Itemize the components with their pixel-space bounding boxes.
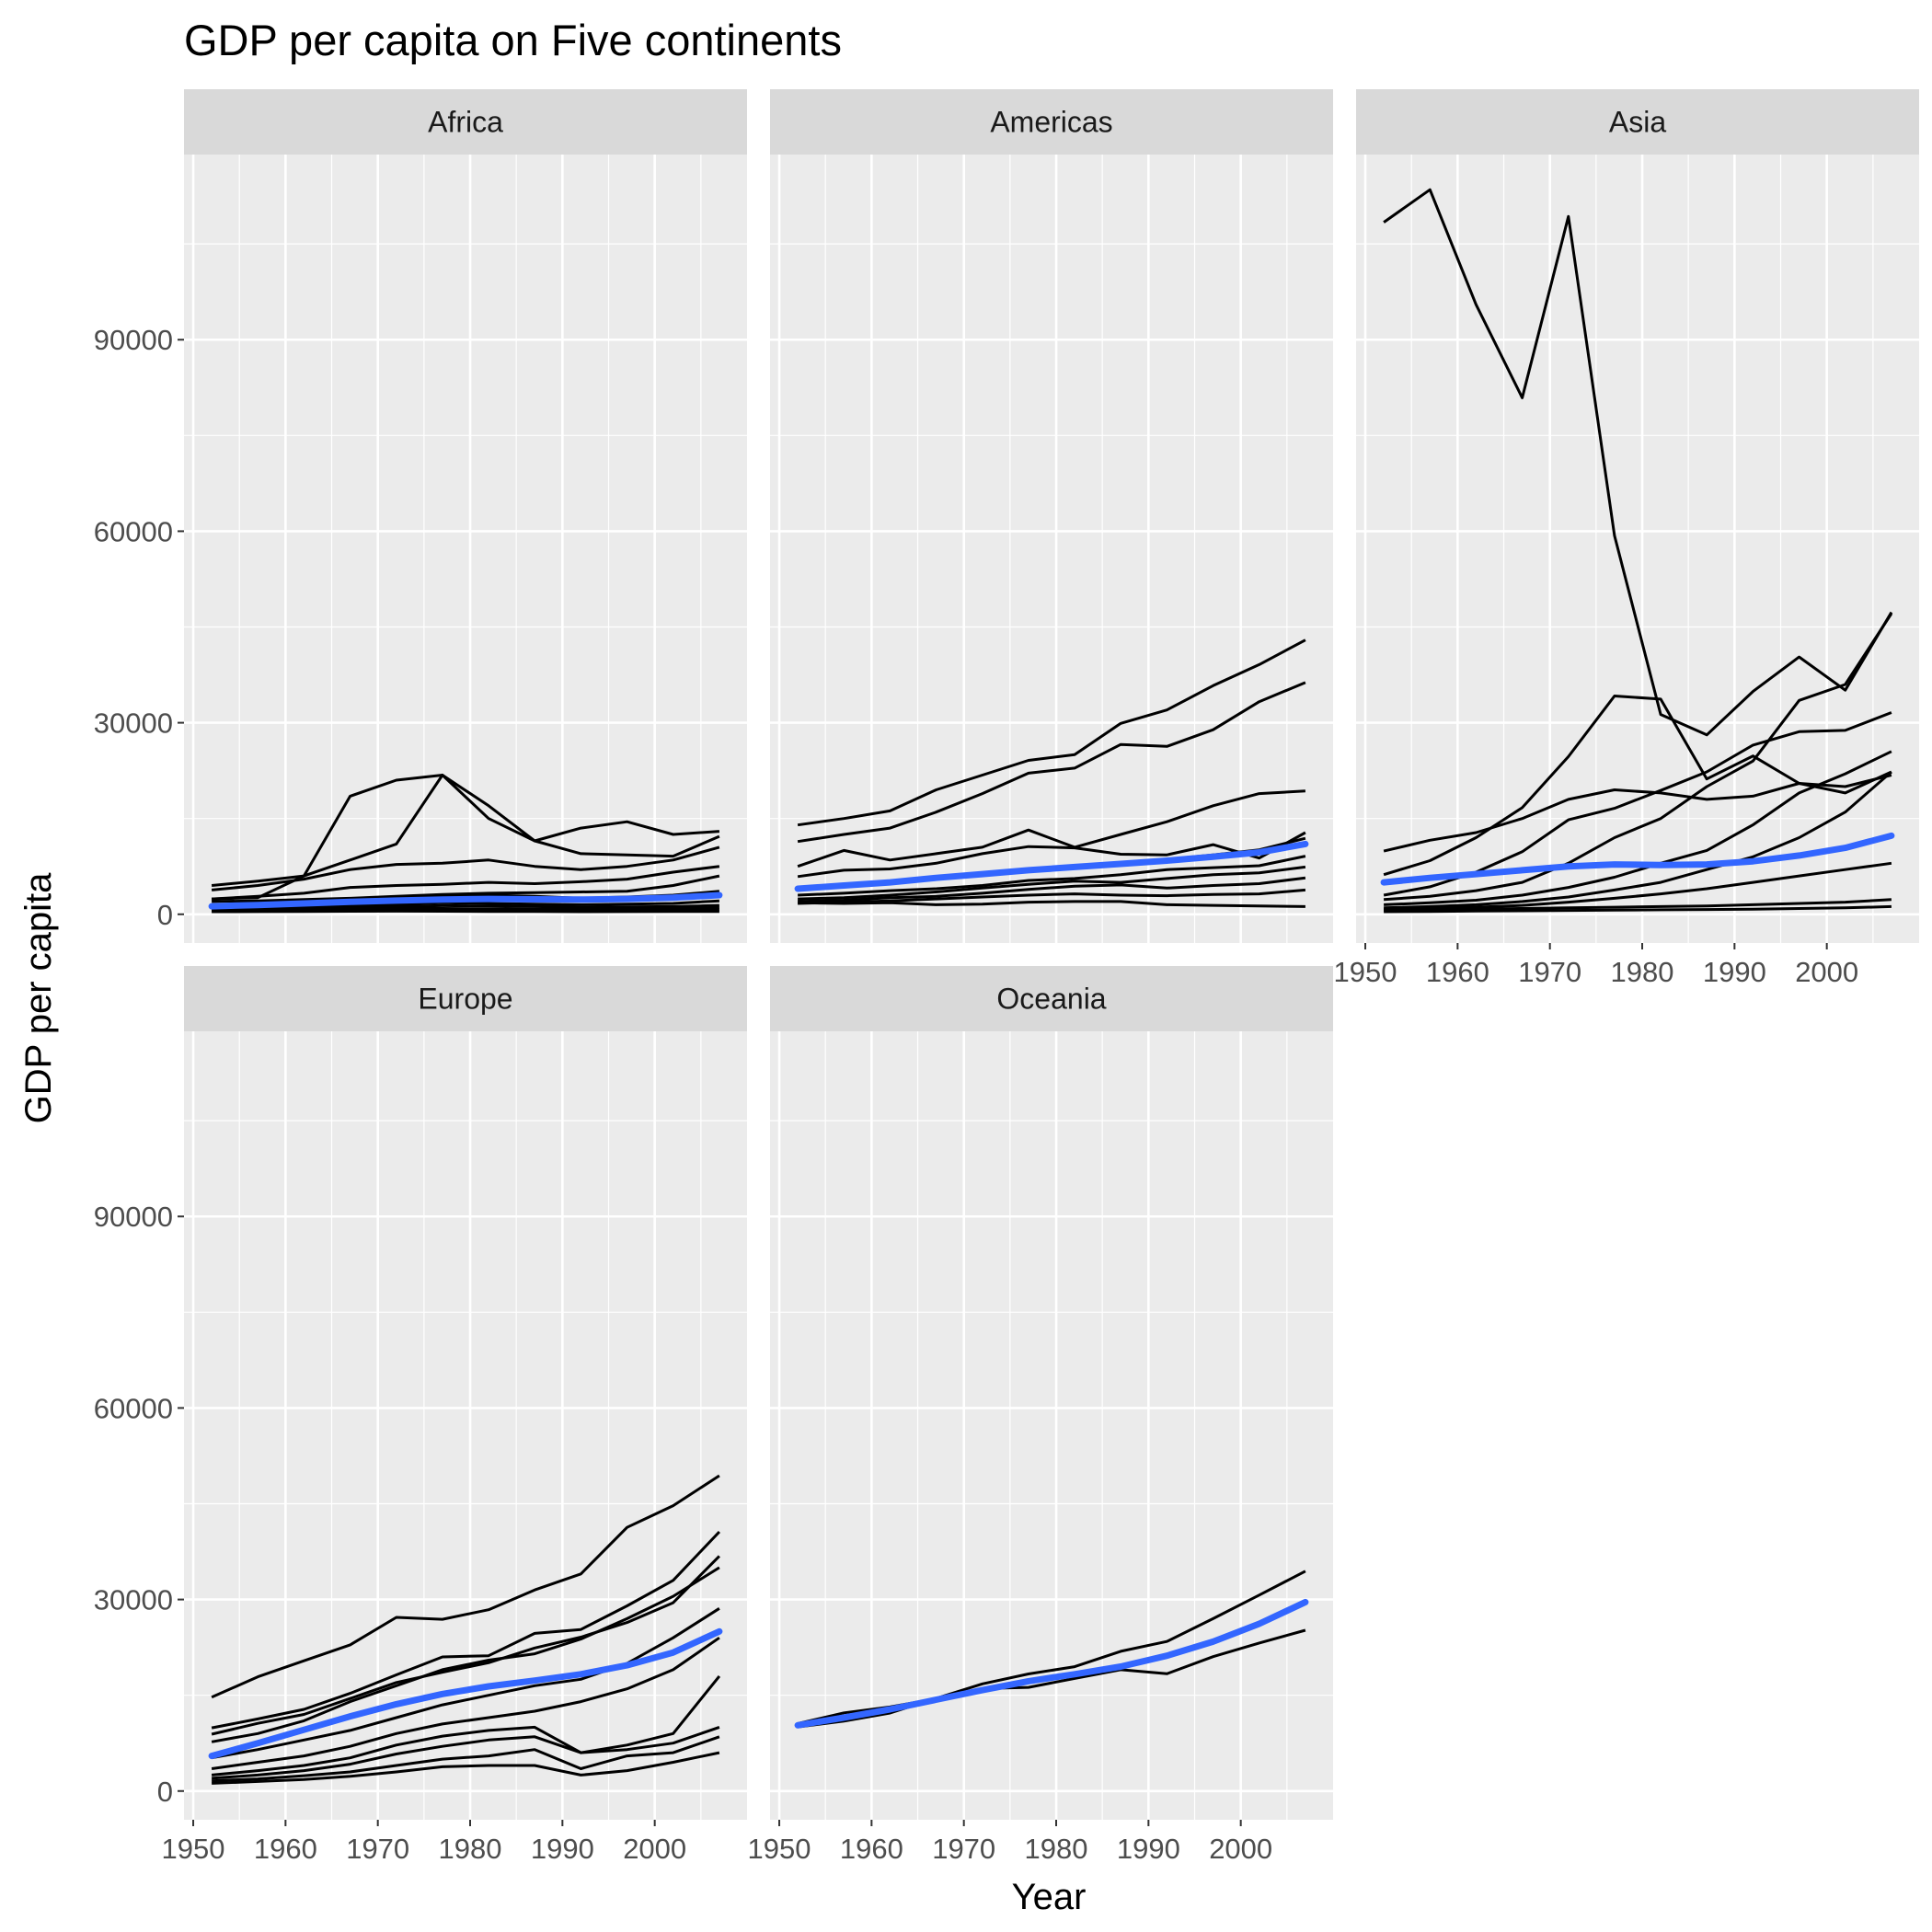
series-line-americas-4 — [797, 831, 1306, 879]
series-line-asia-5 — [1383, 613, 1893, 902]
strip-label-europe: Europe — [418, 983, 512, 1016]
series-line-asia-1 — [1383, 188, 1893, 737]
y-tick-label: 0 — [157, 1776, 173, 1808]
series-line-europe-2 — [211, 1530, 720, 1730]
trend-line-americas — [794, 840, 1309, 892]
panel-asia: Asia 1950 1960 1970 1980 1990 2000 — [1334, 89, 1919, 988]
series-line-africa-3 — [211, 845, 720, 891]
strip-label-americas: Americas — [990, 106, 1112, 139]
panel-background-europe — [184, 1031, 747, 1820]
y-tick-label: 60000 — [94, 515, 173, 547]
strip-americas — [770, 89, 1333, 155]
panel-oceania: Oceania 1950 1960 1970 1980 1990 2000 — [748, 966, 1333, 1865]
series-line-africa-8 — [212, 903, 719, 910]
series-line-asia-3 — [1383, 695, 1892, 877]
y-tick-label: 30000 — [94, 1584, 173, 1616]
x-tick-label: 2000 — [1209, 1833, 1272, 1865]
trend-line-oceania — [794, 1598, 1309, 1729]
x-tick-label: 1950 — [162, 1833, 225, 1865]
y-tick-label: 90000 — [94, 324, 173, 356]
strip-label-asia: Asia — [1609, 106, 1666, 139]
panel-background-africa — [184, 155, 747, 943]
strip-europe — [184, 966, 747, 1031]
series-line-americas-10 — [798, 900, 1305, 908]
series-line-europe-4 — [211, 1566, 720, 1743]
x-tick-label: 1990 — [531, 1833, 594, 1865]
series-line-americas-1 — [797, 638, 1306, 827]
series-line-europe-6 — [211, 1636, 720, 1770]
series-line-asia-6 — [1384, 750, 1892, 906]
series-line-asia-7 — [1384, 770, 1892, 910]
x-tick-label: 2000 — [623, 1833, 686, 1865]
series-line-europe-5 — [211, 1607, 720, 1760]
x-tick-label: 1960 — [840, 1833, 903, 1865]
y-tick-label: 0 — [157, 899, 173, 931]
x-tick-label: 1980 — [1611, 956, 1674, 988]
x-tick-label: 1960 — [1426, 956, 1489, 988]
strip-asia — [1356, 89, 1919, 155]
series-line-europe-10 — [212, 1751, 720, 1785]
series-line-americas-2 — [797, 681, 1306, 844]
panel-americas: Americas — [770, 89, 1333, 943]
trend-line-europe — [208, 1627, 723, 1760]
series-line-americas-3 — [797, 789, 1305, 868]
panel-europe: Europe 0 30000 60000 90000 1950 1960 1970 1980 19… — [94, 966, 747, 1865]
series-line-americas-7 — [798, 865, 1306, 901]
series-line-asia-9 — [1384, 898, 1892, 913]
chart-title: GDP per capita on Five continents — [184, 16, 842, 64]
strip-label-oceania: Oceania — [996, 983, 1106, 1016]
x-tick-label: 1990 — [1703, 956, 1766, 988]
y-tick-label: 30000 — [94, 707, 173, 740]
series-line-asia-8 — [1384, 861, 1892, 911]
y-tick-label: 60000 — [94, 1392, 173, 1424]
series-line-asia-10 — [1384, 904, 1892, 914]
x-tick-label: 1970 — [932, 1833, 995, 1865]
x-tick-label: 1970 — [346, 1833, 409, 1865]
series-line-europe-8 — [211, 1725, 720, 1780]
series-line-americas-9 — [798, 888, 1306, 905]
series-line-africa-11 — [212, 909, 719, 914]
panels: Africa 0 30000 60000 90000 Americas Asia 1950 19… — [94, 89, 1919, 1865]
strip-africa — [184, 89, 747, 155]
x-tick-label: 1980 — [1025, 1833, 1088, 1865]
series-line-africa-4 — [212, 865, 720, 901]
panel-background-americas — [770, 155, 1333, 943]
series-line-africa-2 — [211, 774, 720, 887]
series-line-europe-7 — [211, 1674, 721, 1777]
panel-background-asia — [1356, 155, 1919, 943]
trend-line-africa — [208, 891, 723, 910]
x-tick-label: 2000 — [1795, 956, 1858, 988]
series-line-europe-3 — [211, 1555, 720, 1736]
x-tick-label: 1980 — [439, 1833, 502, 1865]
series-line-americas-8 — [798, 876, 1306, 903]
x-tick-label: 1990 — [1117, 1833, 1180, 1865]
panel-africa: Africa 0 30000 60000 90000 — [94, 89, 747, 943]
panel-background-oceania — [770, 1031, 1333, 1820]
strip-oceania — [770, 966, 1333, 1031]
trend-line-asia — [1380, 832, 1895, 886]
strip-label-africa: Africa — [428, 106, 503, 139]
y-tick-label: 90000 — [94, 1201, 173, 1233]
x-axis-title: Year — [1012, 1877, 1087, 1917]
x-tick-label: 1950 — [748, 1833, 811, 1865]
x-tick-label: 1970 — [1518, 956, 1581, 988]
x-tick-label: 1960 — [254, 1833, 317, 1865]
series-line-europe-9 — [212, 1735, 720, 1783]
series-line-europe-1 — [211, 1474, 720, 1699]
series-line-americas-6 — [798, 855, 1306, 897]
series-line-oceania-1 — [797, 1570, 1306, 1729]
x-tick-label: 1950 — [1334, 956, 1397, 988]
y-axis-title: GDP per capita — [18, 872, 59, 1123]
